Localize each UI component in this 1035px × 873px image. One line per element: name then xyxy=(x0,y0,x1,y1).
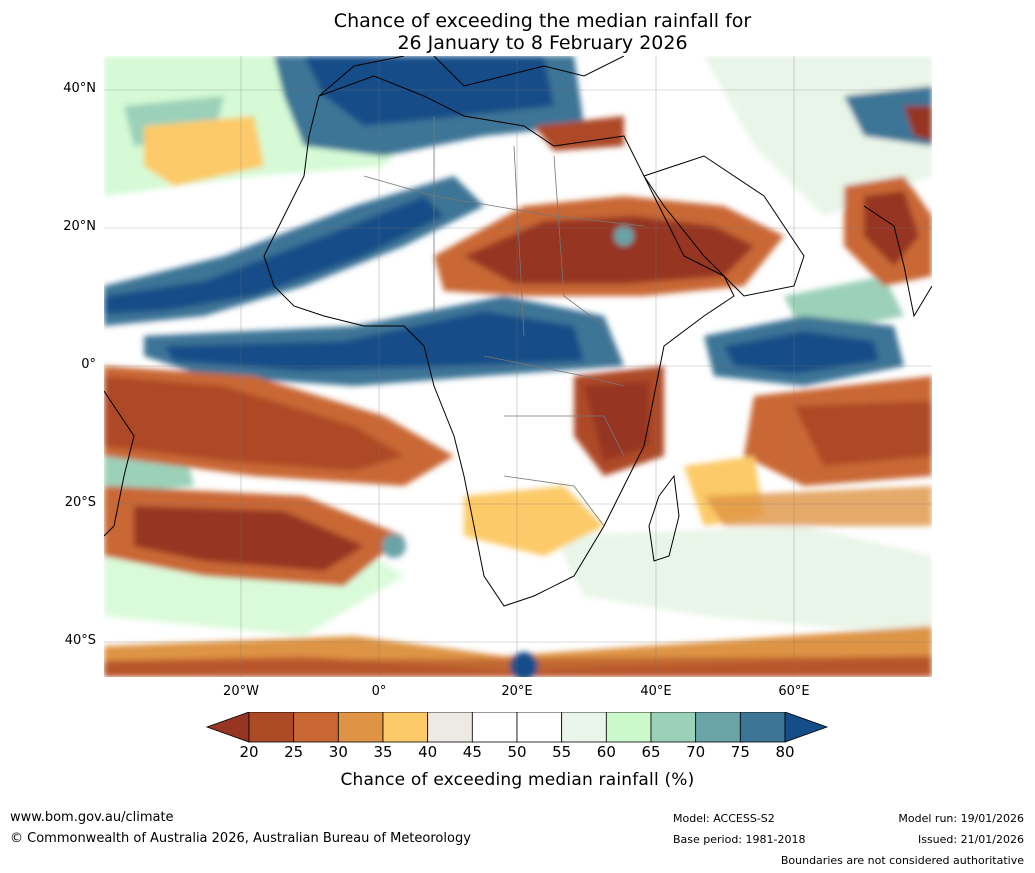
lon-label-0: 0° xyxy=(371,684,387,699)
colorbar-segment xyxy=(605,712,652,743)
base-period-text: Base period: 1981-2018 xyxy=(673,833,806,846)
colorbar-extend-low xyxy=(205,712,250,743)
colorbar-segment xyxy=(382,712,429,743)
lon-label-20w: 20°W xyxy=(223,684,259,699)
colorbar-segment xyxy=(248,712,295,743)
colorbar-extend-high xyxy=(784,712,829,743)
colorbar-tick-label: 40 xyxy=(418,743,438,761)
colorbar-tick-label: 50 xyxy=(507,743,527,761)
disclaimer-text: Boundaries are not considered authoritat… xyxy=(780,854,1024,867)
south-america-coastline xyxy=(104,390,135,537)
arabia-coastline xyxy=(643,155,805,297)
lon-label-40e: 40°E xyxy=(640,684,672,699)
colorbar-segment xyxy=(739,712,786,743)
model-run-text: Model run: 19/01/2026 xyxy=(898,812,1024,825)
colorbar-tick-label: 80 xyxy=(775,743,795,761)
colorbar-segment xyxy=(561,712,607,743)
colorbar-label: Chance of exceeding median rainfall (%) xyxy=(340,770,695,790)
lat-label-0: 0° xyxy=(81,357,96,372)
colorbar-tick-label: 45 xyxy=(462,743,482,761)
colorbar-tick-label: 60 xyxy=(596,743,616,761)
madagascar-coastline xyxy=(648,474,680,562)
colorbar-tick-label: 65 xyxy=(641,743,661,761)
chart-title: Chance of exceeding the median rainfall … xyxy=(0,10,1035,54)
colorbar-segment xyxy=(293,712,339,743)
country-borders xyxy=(363,116,645,527)
colorbar-tick-label: 55 xyxy=(552,743,572,761)
model-text: Model: ACCESS-S2 xyxy=(673,812,775,825)
lat-label-40n: 40°N xyxy=(63,81,96,96)
lon-label-20e: 20°E xyxy=(501,684,533,699)
colorbar-segment xyxy=(471,712,518,743)
title-line-2: 26 January to 8 February 2026 xyxy=(397,32,688,54)
lat-label-40s: 40°S xyxy=(64,633,96,648)
map-svg xyxy=(104,56,932,677)
colorbar-segment xyxy=(695,712,741,743)
lat-label-20n: 20°N xyxy=(63,219,96,234)
colorbar-segment xyxy=(516,712,563,743)
colorbar-tick-label: 70 xyxy=(686,743,706,761)
colorbar-segment xyxy=(337,712,384,743)
colorbar-segment xyxy=(650,712,697,743)
probability-fields xyxy=(104,56,932,677)
lon-label-60e: 60°E xyxy=(778,684,810,699)
issued-text: Issued: 21/01/2026 xyxy=(917,833,1024,846)
colorbar-tick-label: 35 xyxy=(373,743,393,761)
india-coastline xyxy=(863,205,932,318)
copyright-text: © Commonwealth of Australia 2026, Austra… xyxy=(10,831,471,846)
rainfall-probability-map[interactable] xyxy=(104,56,932,677)
colorbar-segment xyxy=(427,712,473,743)
colorbar-tick-label: 25 xyxy=(284,743,304,761)
website-text: www.bom.gov.au/climate xyxy=(10,810,174,825)
africa-coastline xyxy=(263,75,735,607)
colorbar-tick-label: 75 xyxy=(730,743,750,761)
colorbar-tick-label: 20 xyxy=(239,743,259,761)
colorbar xyxy=(205,712,829,743)
lat-label-20s: 20°S xyxy=(64,495,96,510)
coastlines xyxy=(104,56,932,607)
europe-coastline xyxy=(318,56,625,97)
colorbar-tick-label: 30 xyxy=(328,743,348,761)
title-line-1: Chance of exceeding the median rainfall … xyxy=(333,10,752,32)
